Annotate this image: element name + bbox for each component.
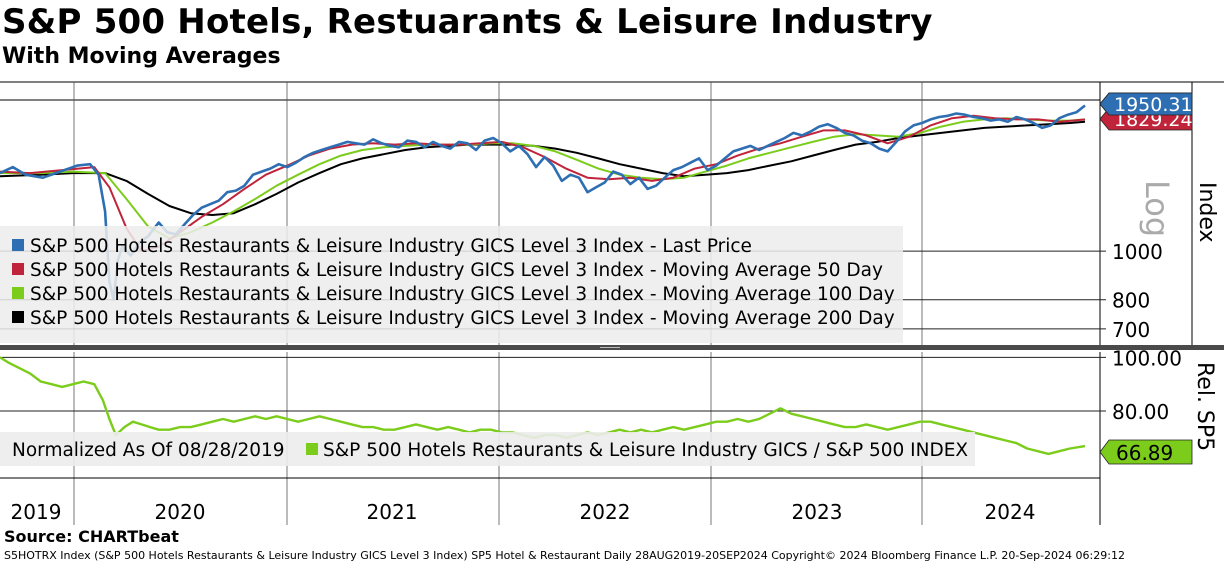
legend-swatch: [12, 239, 24, 251]
x-tick-label: 2020: [155, 500, 206, 524]
legend-swatch: [12, 311, 24, 323]
chart-subtitle: With Moving Averages: [2, 44, 281, 69]
source-note: Source: CHARTbeat: [4, 527, 179, 546]
relative-last-value-label: 66.89: [1116, 441, 1173, 465]
x-tick-label: 2021: [367, 500, 418, 524]
last-value-label: 1950.31: [1114, 94, 1193, 116]
legend-swatch: [12, 263, 24, 275]
series-line-last-price: [0, 104, 1086, 301]
normalized-note: Normalized As Of 08/28/2019: [12, 440, 285, 461]
price-axis-title: Index: [1194, 182, 1219, 243]
price-tick-label: 800: [1112, 289, 1150, 313]
last-value-tag-top: [1099, 92, 1193, 116]
price-legend-box: [0, 226, 903, 343]
legend-label: S&P 500 Hotels Restaurants & Leisure Ind…: [30, 236, 752, 257]
x-tick-label: 2019: [11, 500, 62, 524]
x-tick-label: 2024: [985, 500, 1036, 524]
footer-note: S5HOTRX Index (S&P 500 Hotels Restaurant…: [4, 549, 1125, 562]
chart-title: S&P 500 Hotels, Restuarants & Leisure In…: [2, 2, 933, 42]
relative-last-value-tag: [1099, 439, 1193, 465]
relative-tick-label: 80.00: [1112, 400, 1169, 424]
legend-label: S&P 500 Hotels Restaurants & Leisure Ind…: [30, 284, 895, 305]
legend-label: S&P 500 Hotels Restaurants & Leisure Ind…: [30, 308, 895, 329]
series-line-ma200: [0, 120, 1086, 216]
price-tick-label: 1000: [1112, 240, 1163, 264]
legend-swatch: [12, 287, 24, 299]
legend-swatch: [306, 443, 318, 455]
relative-axis-title: Rel. SP5: [1192, 362, 1217, 451]
x-tick-label: 2022: [580, 500, 631, 524]
relative-legend-box: [0, 432, 975, 466]
log-scale-label: Log: [1138, 180, 1176, 237]
legend-label: S&P 500 Hotels Restaurants & Leisure Ind…: [323, 440, 968, 461]
price-tick-label: 700: [1112, 318, 1150, 342]
relative-tick-label: 100.00: [1112, 346, 1182, 370]
x-tick-label: 2023: [792, 500, 843, 524]
legend-label: S&P 500 Hotels Restaurants & Leisure Ind…: [30, 260, 883, 281]
